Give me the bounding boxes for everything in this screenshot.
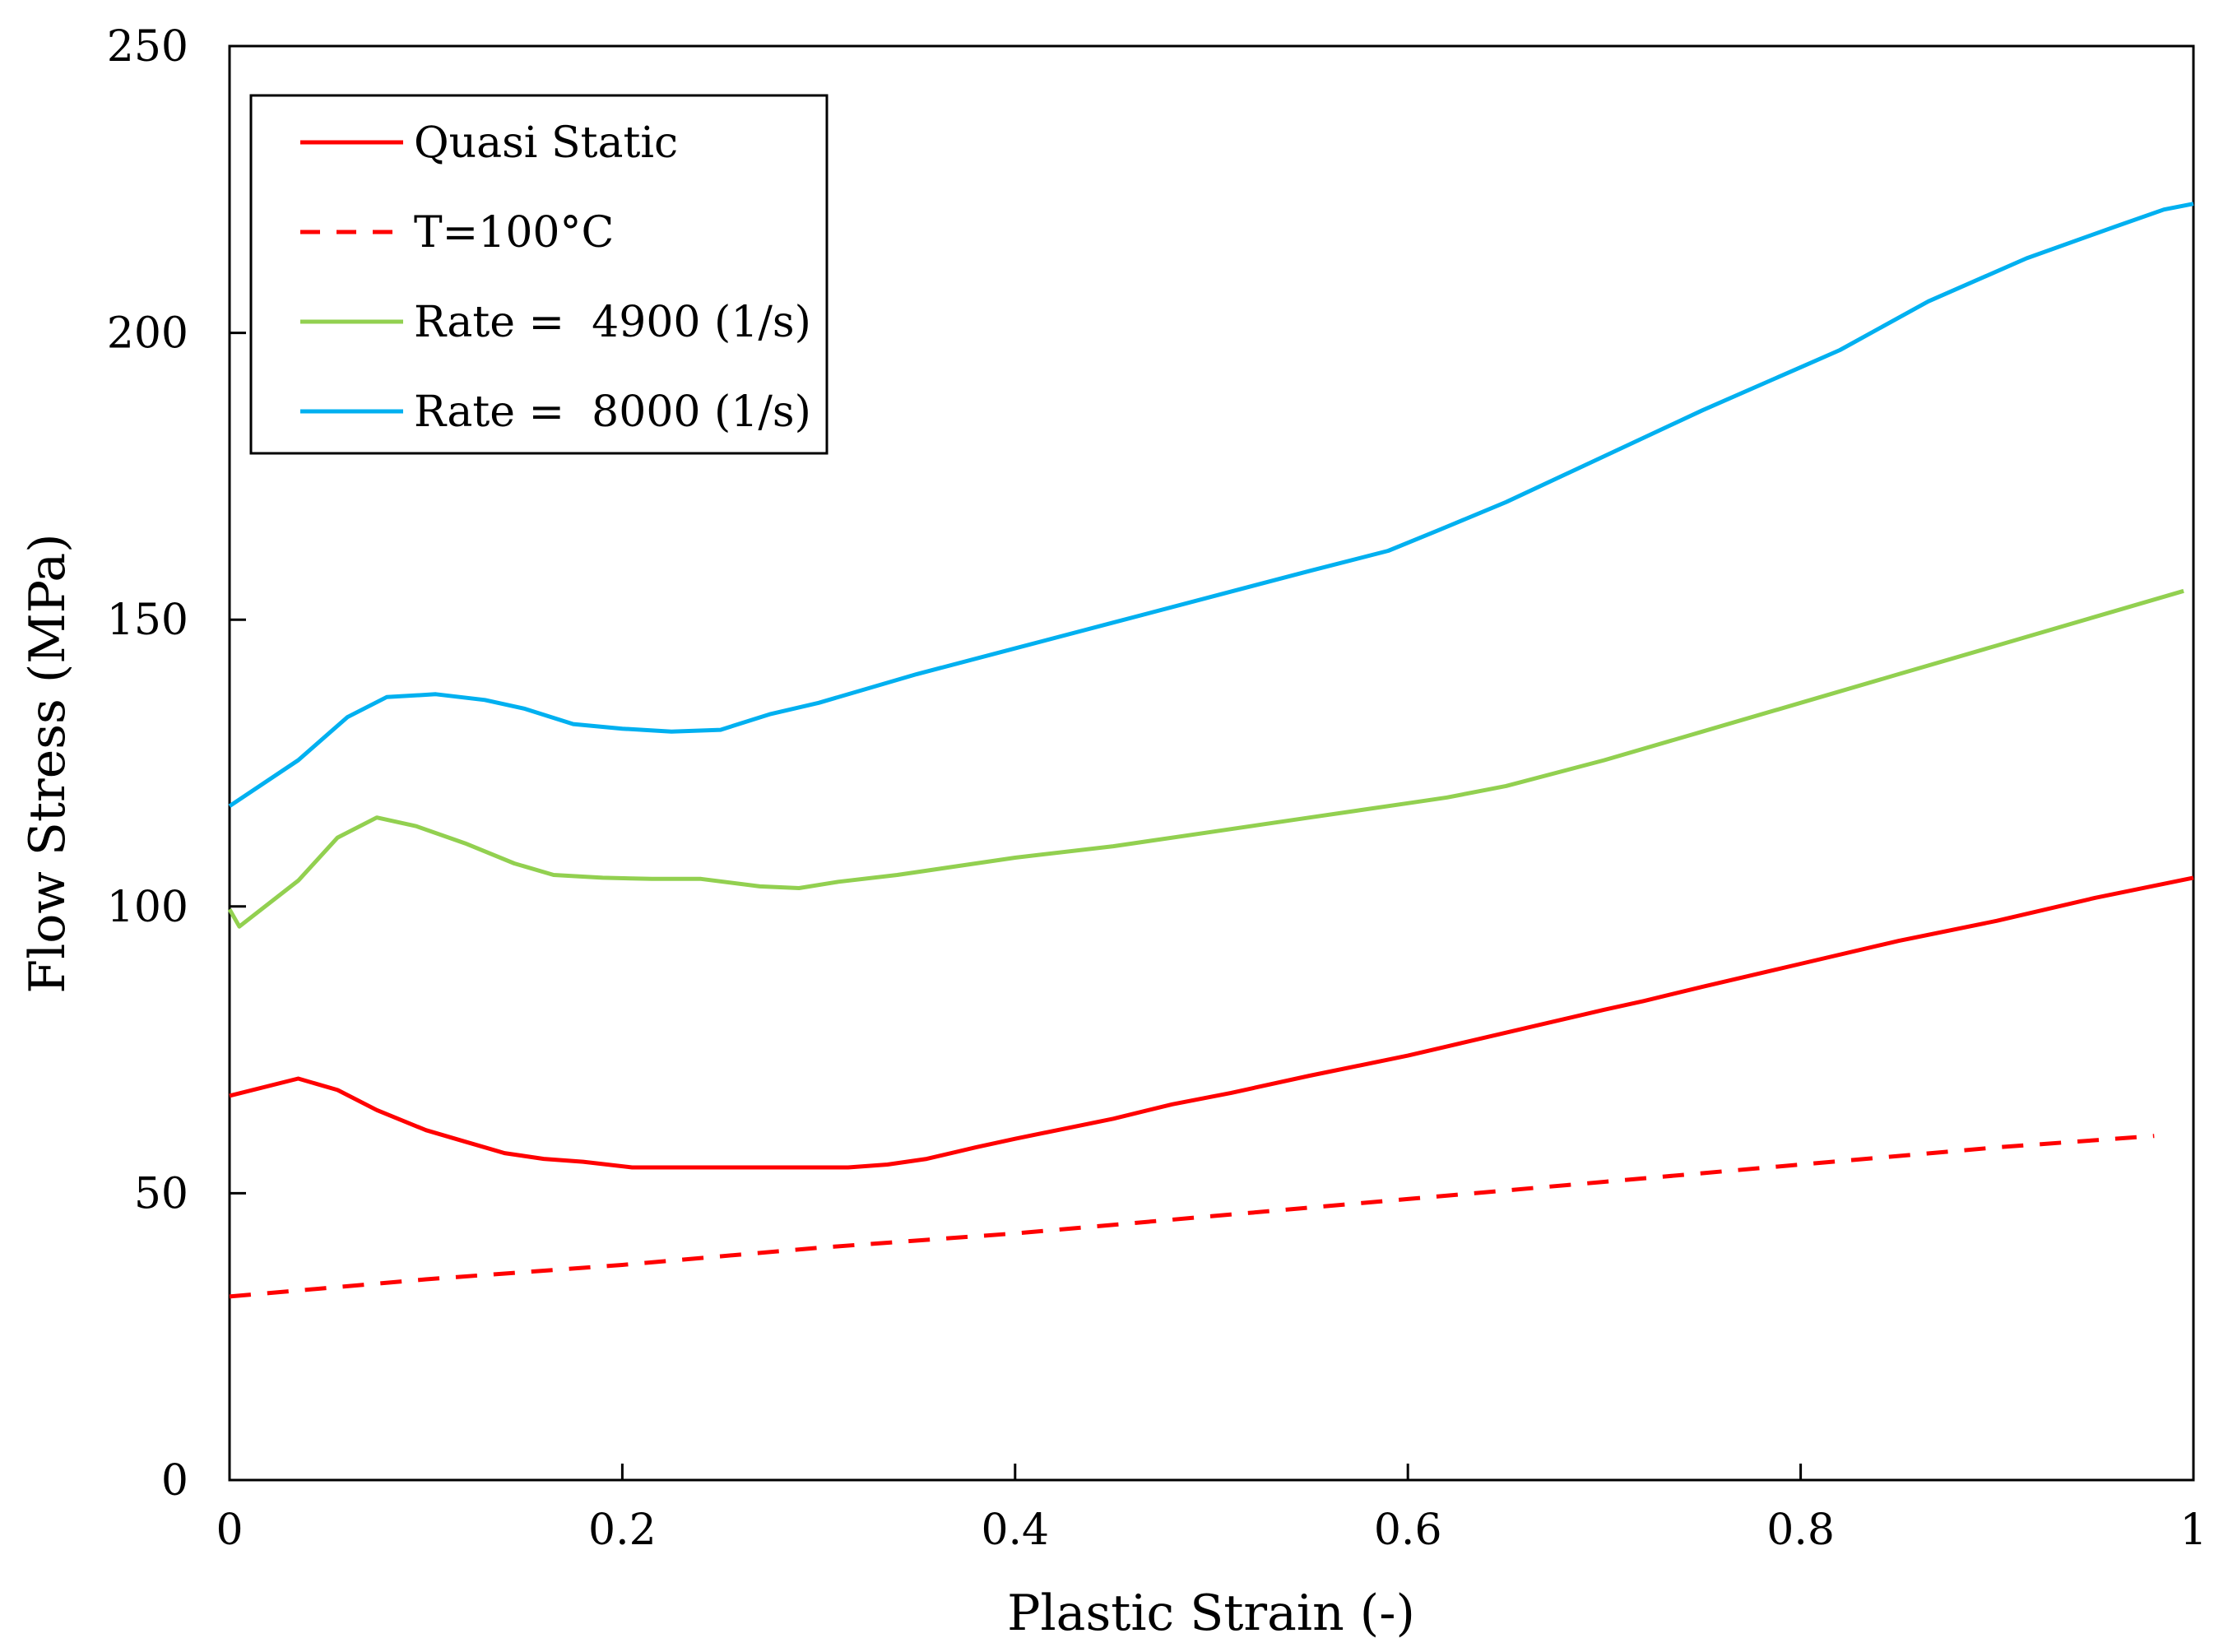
x-tick-label: 0 xyxy=(216,1506,243,1555)
series-line-2 xyxy=(227,588,2184,929)
legend-label: Rate = 8000 (1/s) xyxy=(414,387,811,437)
plot-area xyxy=(228,44,2195,1482)
series-line-3 xyxy=(228,202,2194,808)
x-tick-label: 1 xyxy=(2179,1506,2207,1555)
y-tick-label: 200 xyxy=(107,309,188,359)
y-axis-title: Flow Stress (MPa) xyxy=(19,533,77,993)
x-tick-label: 0.4 xyxy=(981,1506,1049,1555)
series-lines xyxy=(227,202,2194,1299)
legend-box xyxy=(249,94,829,455)
y-tick-label: 150 xyxy=(107,596,188,645)
legend-label: T=100°C xyxy=(414,208,614,258)
series-line-1 xyxy=(229,1134,2155,1299)
y-axis-ticks: 0 50 100 150 200 250 xyxy=(107,22,246,1506)
legend-items: Quasi Static T=100°C Rate = 4900 (1/s) Rate… xyxy=(300,118,811,437)
x-tick-label: 0.6 xyxy=(1374,1506,1442,1555)
legend: Quasi Static T=100°C Rate = 4900 (1/s) Rate… xyxy=(249,94,829,455)
y-tick-label: 100 xyxy=(107,883,188,932)
legend-label: Quasi Static xyxy=(414,118,678,168)
y-tick-label: 50 xyxy=(134,1169,188,1218)
x-tick-label: 0.8 xyxy=(1766,1506,1835,1555)
legend-label: Rate = 4900 (1/s) xyxy=(414,298,811,347)
y-tick-label: 0 xyxy=(161,1456,188,1506)
x-axis-title: Plastic Strain (-) xyxy=(1007,1585,1415,1642)
x-tick-label: 0.2 xyxy=(588,1506,657,1555)
series-line-0 xyxy=(229,875,2194,1170)
x-axis-ticks: 0 0.2 0.4 0.6 0.8 1 xyxy=(216,1464,2207,1555)
y-tick-label: 250 xyxy=(107,22,188,72)
